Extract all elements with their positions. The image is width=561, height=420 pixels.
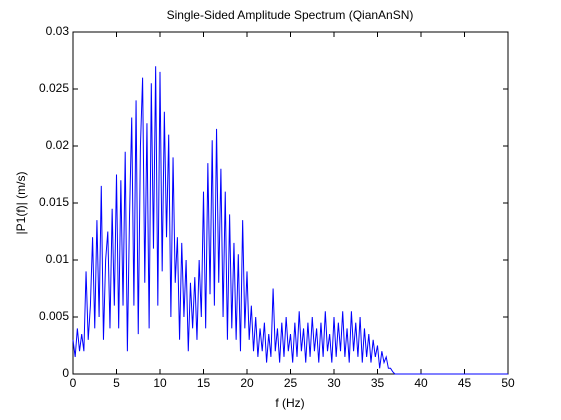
x-tick-label: 30 [327, 376, 341, 390]
chart-title: Single-Sided Amplitude Spectrum (QianAnS… [167, 8, 414, 22]
y-tick-label: 0 [62, 366, 69, 380]
x-tick-label: 10 [153, 376, 167, 390]
x-tick-label: 45 [458, 376, 472, 390]
x-tick-label: 40 [414, 376, 428, 390]
y-tick-label: 0.015 [39, 195, 69, 209]
x-tick-label: 35 [371, 376, 385, 390]
y-tick-label: 0.01 [46, 252, 70, 266]
x-tick-label: 5 [113, 376, 120, 390]
x-tick-label: 50 [501, 376, 515, 390]
x-tick-label: 20 [240, 376, 254, 390]
x-tick-label: 15 [197, 376, 211, 390]
x-axis-label: f (Hz) [275, 396, 304, 410]
y-tick-label: 0.02 [46, 138, 70, 152]
y-tick-label: 0.025 [39, 81, 69, 95]
y-tick-label: 0.03 [46, 24, 70, 38]
y-axis-label: |P1(f)| (m/s) [14, 172, 28, 235]
x-tick-label: 25 [284, 376, 298, 390]
x-tick-label: 0 [70, 376, 77, 390]
y-tick-label: 0.005 [39, 309, 69, 323]
spectrum-line [72, 66, 508, 375]
